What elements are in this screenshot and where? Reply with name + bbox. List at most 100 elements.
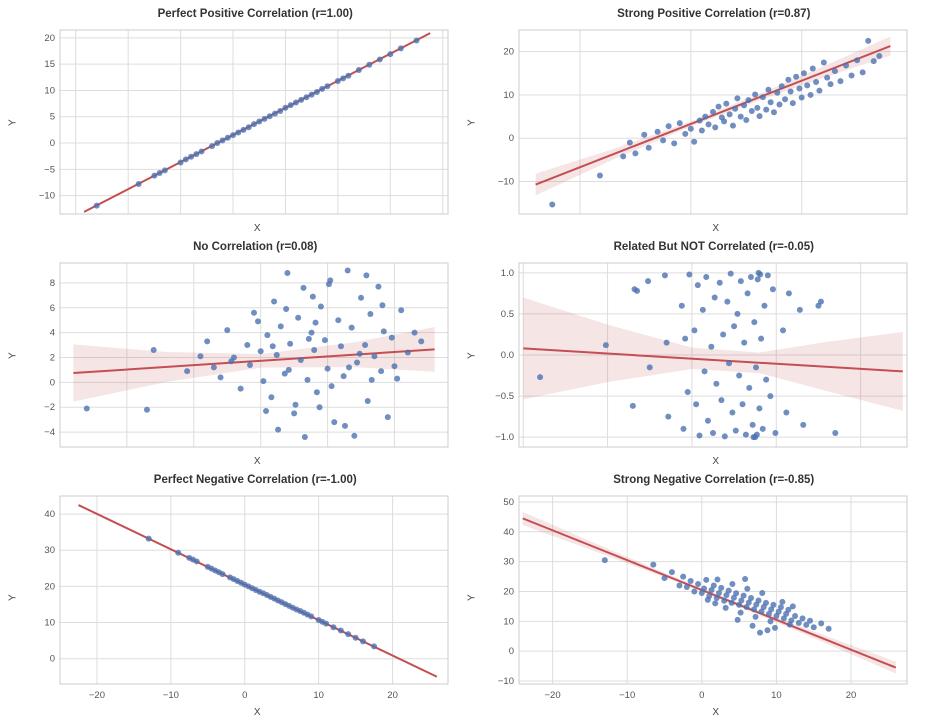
x-axis-label: X	[253, 456, 261, 467]
subplot-strong-positive: Strong Positive Correlation (r=0.87) Y −…	[465, 6, 924, 239]
plot-border	[59, 262, 449, 448]
chart-title: No Correlation (r=0.08)	[193, 241, 318, 253]
svg-text:2: 2	[50, 352, 55, 363]
svg-text:20: 20	[44, 33, 55, 44]
regression-line	[534, 45, 891, 186]
svg-text:−4: −4	[44, 427, 55, 438]
svg-text:0: 0	[50, 654, 55, 665]
svg-text:−5: −5	[44, 164, 55, 175]
chart-title: Perfect Negative Correlation (r=-1.00)	[153, 474, 357, 486]
plot-border	[518, 262, 907, 448]
svg-text:0.5: 0.5	[500, 309, 513, 320]
scatter-points	[93, 37, 420, 209]
svg-text:4: 4	[50, 328, 55, 339]
tick-labels: −10 0 10 20 30 40 50 −20 −10 0 10 20	[497, 497, 855, 701]
tick-labels: −10 0 10 20	[497, 47, 513, 188]
y-axis-label: Y	[7, 594, 19, 602]
confidence-band	[522, 297, 903, 411]
svg-text:50: 50	[503, 497, 514, 508]
tick-labels: −10 −5 0 5 10 15 20	[39, 33, 55, 202]
confidence-band	[73, 327, 435, 402]
plot-row: Y −1.0 −0.5 0.0 0.5 1.0	[465, 257, 924, 455]
svg-text:40: 40	[44, 509, 55, 520]
scatter-plot: −10 0 10 20 30 40 50 −20 −10 0 10 20	[497, 495, 907, 701]
svg-text:0: 0	[508, 133, 513, 144]
subplot-no-correlation: No Correlation (r=0.08) Y −4 −2 0 2 4 6 8 X	[6, 239, 465, 472]
svg-text:1.0: 1.0	[500, 268, 513, 279]
scatter-points	[145, 535, 378, 650]
svg-text:20: 20	[44, 581, 55, 592]
subplot-perfect-positive: Perfect Positive Correlation (r=1.00) Y …	[6, 6, 465, 239]
plot-border	[518, 495, 907, 685]
plot-row: Y 0 10 20 30 40 −20 −10 0 10 20	[6, 490, 465, 706]
scatter-plot: 0 10 20 30 40 −20 −10 0 10 20	[44, 495, 449, 701]
svg-text:−10: −10	[39, 191, 55, 202]
y-axis-label: Y	[466, 119, 477, 127]
grid-lines	[518, 30, 907, 214]
svg-text:40: 40	[503, 527, 514, 538]
svg-text:0: 0	[508, 646, 513, 657]
svg-text:20: 20	[387, 690, 398, 701]
plot-border	[59, 495, 449, 685]
chart-title: Strong Negative Correlation (r=-0.85)	[613, 474, 815, 486]
svg-text:30: 30	[503, 557, 514, 568]
svg-text:0: 0	[699, 690, 704, 701]
svg-text:10: 10	[44, 618, 55, 629]
scatter-plot: −4 −2 0 2 4 6 8	[44, 262, 449, 448]
svg-text:−1.0: −1.0	[495, 432, 514, 443]
y-axis-label: Y	[7, 352, 19, 360]
svg-text:−2: −2	[44, 402, 55, 413]
plot-row: Y −10 0 10 20	[465, 24, 924, 222]
x-axis-label: X	[712, 707, 720, 718]
svg-text:10: 10	[44, 85, 55, 96]
grid-lines	[60, 30, 448, 214]
scatter-points	[83, 267, 425, 441]
svg-text:15: 15	[44, 59, 55, 70]
plot-border	[59, 29, 449, 215]
scatter-points	[601, 557, 832, 636]
chart-title: Related But NOT Correlated (r=-0.05)	[613, 241, 814, 253]
svg-text:10: 10	[771, 690, 782, 701]
x-axis-label: X	[253, 223, 261, 234]
scatter-points	[548, 37, 882, 208]
scatter-plot: −10 0 10 20	[497, 29, 907, 215]
x-axis-label: X	[253, 707, 261, 718]
grid-lines	[518, 263, 907, 447]
svg-text:20: 20	[845, 690, 856, 701]
svg-text:−10: −10	[163, 690, 179, 701]
svg-text:−20: −20	[89, 690, 105, 701]
subplot-perfect-negative: Perfect Negative Correlation (r=-1.00) Y…	[6, 472, 465, 723]
y-axis-label: Y	[7, 119, 19, 127]
svg-text:8: 8	[50, 278, 55, 289]
svg-text:−20: −20	[544, 690, 560, 701]
svg-text:−0.5: −0.5	[495, 391, 514, 402]
svg-text:10: 10	[313, 690, 324, 701]
tick-labels: −4 −2 0 2 4 6 8	[44, 278, 55, 438]
chart-title: Strong Positive Correlation (r=0.87)	[617, 8, 811, 20]
regression-line	[522, 347, 903, 373]
subplot-related-not-correlated: Related But NOT Correlated (r=-0.05) Y −…	[465, 239, 924, 472]
subplot-strong-negative: Strong Negative Correlation (r=-0.85) Y …	[465, 472, 924, 723]
tick-labels: 0 10 20 30 40 −20 −10 0 10 20	[44, 509, 397, 701]
svg-text:6: 6	[50, 303, 55, 314]
svg-text:0: 0	[242, 690, 247, 701]
svg-text:20: 20	[503, 586, 514, 597]
scatter-plot: −1.0 −0.5 0.0 0.5 1.0	[495, 262, 907, 448]
plot-row: Y −10 −5 0 5 10 15 20	[6, 24, 465, 222]
svg-text:−10: −10	[619, 690, 635, 701]
tick-labels: −1.0 −0.5 0.0 0.5 1.0	[495, 268, 514, 443]
chart-title: Perfect Positive Correlation (r=1.00)	[157, 8, 353, 20]
svg-text:5: 5	[50, 112, 55, 123]
grid-lines	[60, 496, 448, 684]
plot-border	[518, 29, 907, 215]
svg-text:10: 10	[503, 616, 514, 627]
scatter-points	[536, 269, 838, 441]
plot-row: Y −10 0 10 20 30 40 50 −20 −10 0 10 20	[465, 490, 924, 706]
grid-lines	[518, 496, 907, 684]
svg-text:20: 20	[503, 47, 514, 58]
x-axis-label: X	[712, 456, 720, 467]
grid-lines	[60, 263, 448, 447]
x-axis-label: X	[712, 223, 720, 234]
svg-text:10: 10	[503, 90, 514, 101]
